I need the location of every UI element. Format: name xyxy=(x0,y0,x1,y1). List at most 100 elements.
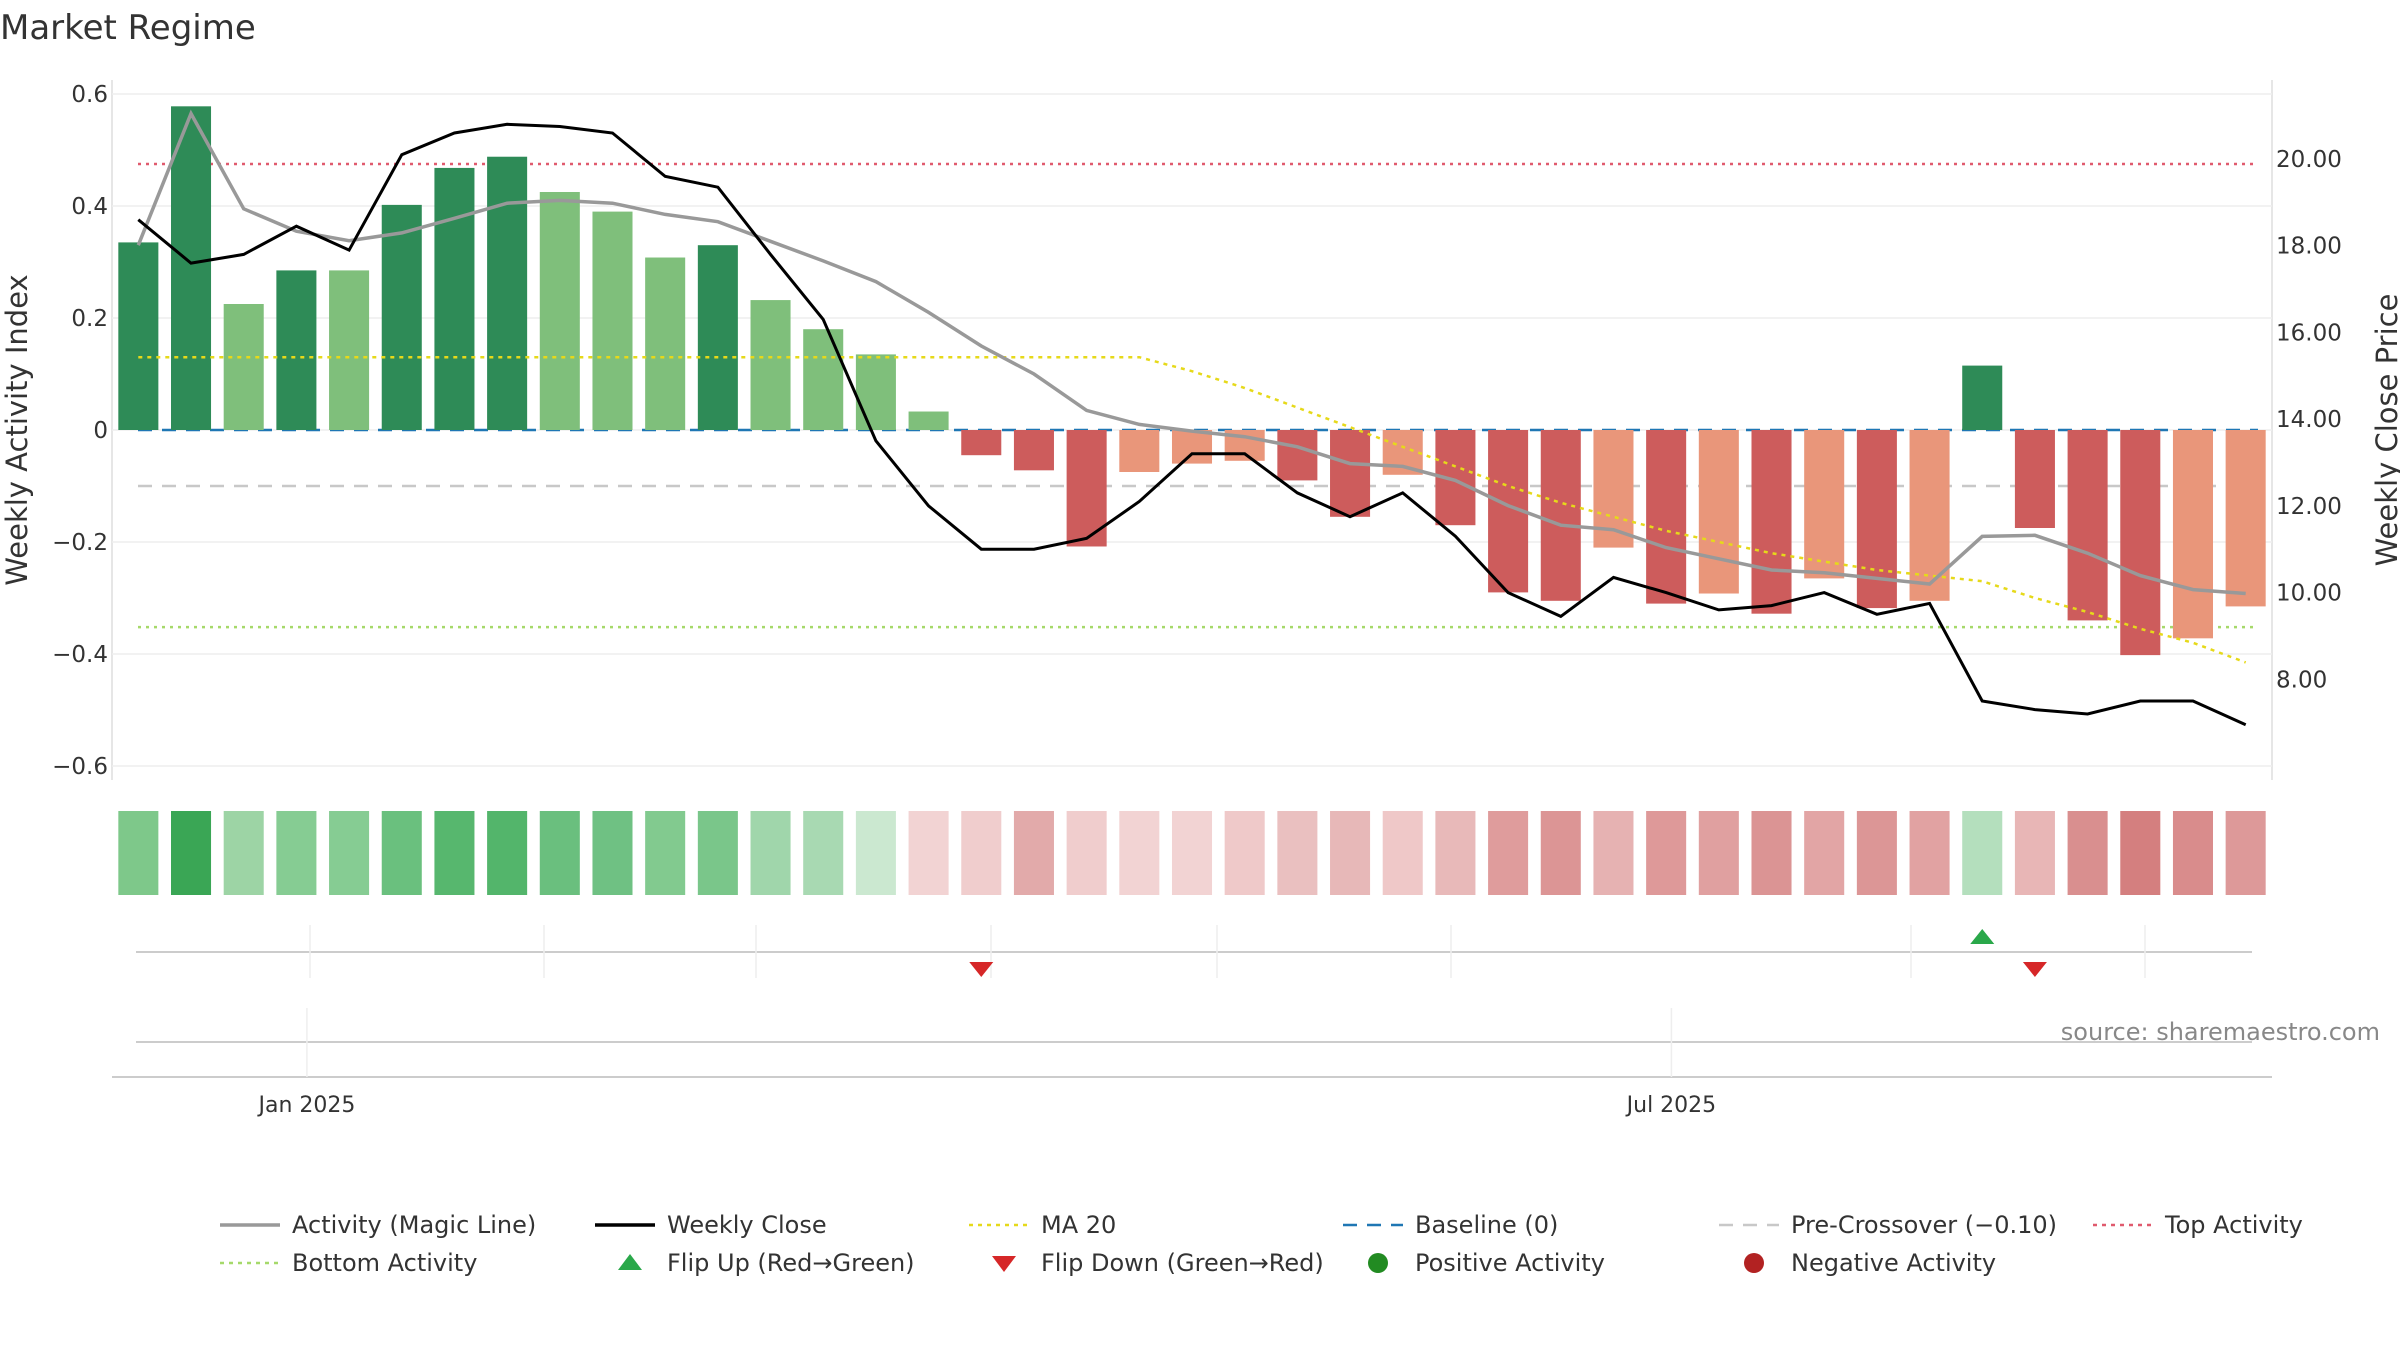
y-left-tick-label: −0.2 xyxy=(52,530,108,556)
heat-strip-cell xyxy=(2225,811,2266,895)
heat-strip-cell xyxy=(434,811,475,895)
legend-label: Positive Activity xyxy=(1415,1249,1605,1277)
activity-bar xyxy=(329,270,370,430)
axis-ticks: 0.6 0.4 0.2 0 −0.2 −0.4 −0.6 20.00 18.00 16.00 14.… xyxy=(52,82,2342,780)
flip-down-marker xyxy=(2022,962,2047,977)
activity-bar xyxy=(487,156,528,430)
legend-label: Negative Activity xyxy=(1791,1249,1996,1277)
activity-bar xyxy=(2014,430,2055,528)
legend: Activity (Magic Line) Weekly Close MA 20 Ba… xyxy=(220,1211,2303,1277)
activity-bar xyxy=(1119,430,1160,472)
heat-strip-cell xyxy=(855,811,896,895)
heat-strip-cell xyxy=(1119,811,1160,895)
heat-strip-cell xyxy=(803,811,844,895)
heat-strip-cell xyxy=(1698,811,1739,895)
activity-bar xyxy=(1540,430,1581,601)
y-right-tick-label: 12.00 xyxy=(2276,494,2342,520)
activity-bar xyxy=(434,167,475,431)
activity-bar xyxy=(2067,430,2108,621)
activity-bars xyxy=(118,106,2266,656)
legend-item: Flip Up (Red→Green) xyxy=(618,1249,915,1277)
heat-strip-cell xyxy=(1804,811,1845,895)
activity-bar xyxy=(645,257,686,430)
heat-strip-cell xyxy=(1171,811,1213,895)
activity-bar xyxy=(2120,430,2161,656)
legend-label: Top Activity xyxy=(2164,1211,2303,1239)
activity-bar xyxy=(381,204,422,430)
legend-label: Baseline (0) xyxy=(1415,1211,1558,1239)
y-left-tick-label: −0.6 xyxy=(52,754,108,780)
heat-strip-cell xyxy=(645,811,686,895)
y-right-tick-label: 16.00 xyxy=(2276,320,2342,346)
y-right-tick-label: 10.00 xyxy=(2276,581,2342,607)
flip-up-marker xyxy=(1970,929,1995,944)
legend-item: Weekly Close xyxy=(595,1211,827,1239)
heat-strip-cell xyxy=(908,811,949,895)
legend-label: Flip Up (Red→Green) xyxy=(667,1249,915,1277)
y-right-tick-label: 18.00 xyxy=(2276,234,2342,260)
y-left-tick-label: 0.2 xyxy=(71,306,108,332)
heat-strip-cell xyxy=(329,811,370,895)
chart-title: Market Regime xyxy=(0,8,256,48)
activity-bar xyxy=(1698,430,1739,594)
y-right-tick-label: 14.00 xyxy=(2276,407,2342,433)
flip-panel xyxy=(136,925,2252,978)
flip-down-marker xyxy=(969,962,994,977)
activity-bar xyxy=(1013,430,1054,471)
activity-bar xyxy=(1646,430,1687,604)
heat-strip-cell xyxy=(539,811,580,895)
heat-strip xyxy=(118,811,2266,895)
heat-strip-cell xyxy=(750,811,791,895)
activity-bar xyxy=(118,242,159,430)
legend-label: Flip Down (Green→Red) xyxy=(1041,1249,1324,1277)
y-left-tick-label: 0.4 xyxy=(71,194,108,220)
heat-strip-cell xyxy=(1751,811,1792,895)
activity-bar xyxy=(908,411,949,430)
date-tick-label: Jan 2025 xyxy=(256,1093,355,1118)
legend-item: Activity (Magic Line) xyxy=(220,1211,536,1239)
heat-strip-cell xyxy=(1540,811,1581,895)
magic-line xyxy=(136,109,2246,596)
heat-strip-cell xyxy=(1488,811,1529,895)
activity-bar xyxy=(539,192,580,430)
heat-strip-cell xyxy=(487,811,528,895)
heat-strip-cell xyxy=(2014,811,2055,895)
heat-strip-cell xyxy=(276,811,317,895)
activity-bar xyxy=(2172,430,2213,639)
heat-strip-cell xyxy=(2172,811,2213,895)
heat-strip-cell xyxy=(1330,811,1371,895)
legend-item: Positive Activity xyxy=(1368,1249,1605,1277)
legend-swatch xyxy=(618,1254,642,1270)
legend-label: Weekly Close xyxy=(667,1211,827,1239)
heat-strip-cell xyxy=(1013,811,1054,895)
activity-bar xyxy=(1171,430,1213,464)
series-lines xyxy=(136,109,2247,727)
activity-bar xyxy=(855,354,896,430)
weekly-close-line xyxy=(137,122,2247,727)
legend-label: MA 20 xyxy=(1041,1211,1116,1239)
activity-bar xyxy=(803,329,844,430)
legend-item: MA 20 xyxy=(969,1211,1116,1239)
y-right-tick-label: 8.00 xyxy=(2276,667,2327,693)
activity-bar xyxy=(1066,430,1107,547)
legend-item: Flip Down (Green→Red) xyxy=(992,1249,1324,1277)
legend-item: Negative Activity xyxy=(1744,1249,1996,1277)
y-left-tick-label: −0.4 xyxy=(52,642,108,668)
y-left-tick-label: 0 xyxy=(93,418,108,444)
activity-bar xyxy=(1330,430,1371,517)
legend-label: Activity (Magic Line) xyxy=(292,1211,536,1239)
heat-strip-cell xyxy=(1646,811,1687,895)
heat-strip-cell xyxy=(1909,811,1950,895)
heat-strip-cell xyxy=(1382,811,1423,895)
legend-item: Top Activity xyxy=(2093,1211,2303,1239)
activity-bar xyxy=(961,430,1002,456)
heat-strip-cell xyxy=(1277,811,1318,895)
heat-strip-cell xyxy=(2067,811,2108,895)
heat-strip-cell xyxy=(223,811,264,895)
y-right-tick-label: 20.00 xyxy=(2276,147,2342,173)
heat-strip-cell xyxy=(1224,811,1265,895)
legend-swatch xyxy=(992,1256,1016,1272)
heat-strip-cell xyxy=(592,811,633,895)
heat-strip-cell xyxy=(697,811,738,895)
